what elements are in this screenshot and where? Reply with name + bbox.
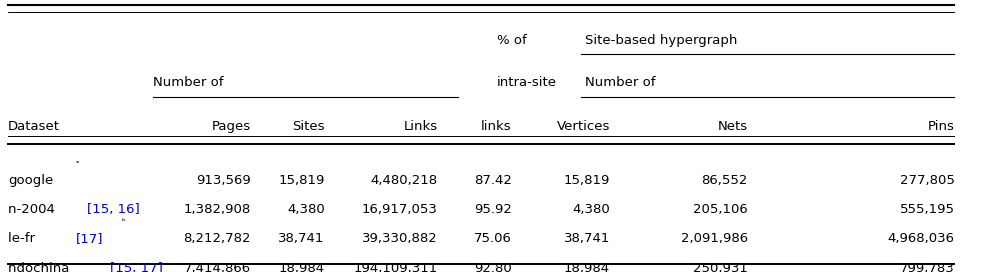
Text: 277,805: 277,805 <box>899 174 954 187</box>
Text: 7,414,866: 7,414,866 <box>184 262 251 272</box>
Text: 16,917,053: 16,917,053 <box>362 203 438 216</box>
Text: 87.42: 87.42 <box>474 174 512 187</box>
Text: 194,109,311: 194,109,311 <box>353 262 438 272</box>
Text: 2,091,986: 2,091,986 <box>681 232 748 245</box>
Text: 1,382,908: 1,382,908 <box>184 203 251 216</box>
Text: le-fr: le-fr <box>8 232 39 245</box>
Text: 95.92: 95.92 <box>474 203 512 216</box>
Text: Number of: Number of <box>585 76 656 89</box>
Text: 8,212,782: 8,212,782 <box>183 232 251 245</box>
Text: 205,106: 205,106 <box>693 203 748 216</box>
Text: 913,569: 913,569 <box>196 174 251 187</box>
Text: intra-site: intra-site <box>497 76 557 89</box>
Text: ᵃ: ᵃ <box>76 159 79 168</box>
Text: links: links <box>481 120 512 133</box>
Text: 38,741: 38,741 <box>564 232 610 245</box>
Text: Nets: Nets <box>717 120 748 133</box>
Text: 39,330,882: 39,330,882 <box>362 232 438 245</box>
Text: 250,931: 250,931 <box>693 262 748 272</box>
Text: ndochina: ndochina <box>8 262 74 272</box>
Text: Pins: Pins <box>928 120 954 133</box>
Text: 15,819: 15,819 <box>278 174 325 187</box>
Text: google: google <box>8 174 53 187</box>
Text: 4,380: 4,380 <box>287 203 325 216</box>
Text: Number of: Number of <box>153 76 223 89</box>
Text: 18,984: 18,984 <box>278 262 325 272</box>
Text: ᵇ: ᵇ <box>121 217 125 226</box>
Text: 4,480,218: 4,480,218 <box>371 174 438 187</box>
Text: 799,783: 799,783 <box>899 262 954 272</box>
Text: Sites: Sites <box>292 120 325 133</box>
Text: 38,741: 38,741 <box>278 232 325 245</box>
Text: % of: % of <box>497 34 526 47</box>
Text: Pages: Pages <box>212 120 251 133</box>
Text: Site-based hypergraph: Site-based hypergraph <box>585 34 738 47</box>
Text: Dataset: Dataset <box>8 120 60 133</box>
Text: 4,380: 4,380 <box>573 203 610 216</box>
Text: Vertices: Vertices <box>557 120 610 133</box>
Text: 15,819: 15,819 <box>564 174 610 187</box>
Text: [15, 17]: [15, 17] <box>110 262 162 272</box>
Text: n-2004: n-2004 <box>8 203 59 216</box>
Text: Links: Links <box>403 120 438 133</box>
Text: 4,968,036: 4,968,036 <box>888 232 954 245</box>
Text: 18,984: 18,984 <box>564 262 610 272</box>
Text: [17]: [17] <box>76 232 103 245</box>
Text: [15, 16]: [15, 16] <box>87 203 140 216</box>
Text: 92.80: 92.80 <box>474 262 512 272</box>
Text: 86,552: 86,552 <box>702 174 748 187</box>
Text: 555,195: 555,195 <box>899 203 954 216</box>
Text: 75.06: 75.06 <box>474 232 512 245</box>
